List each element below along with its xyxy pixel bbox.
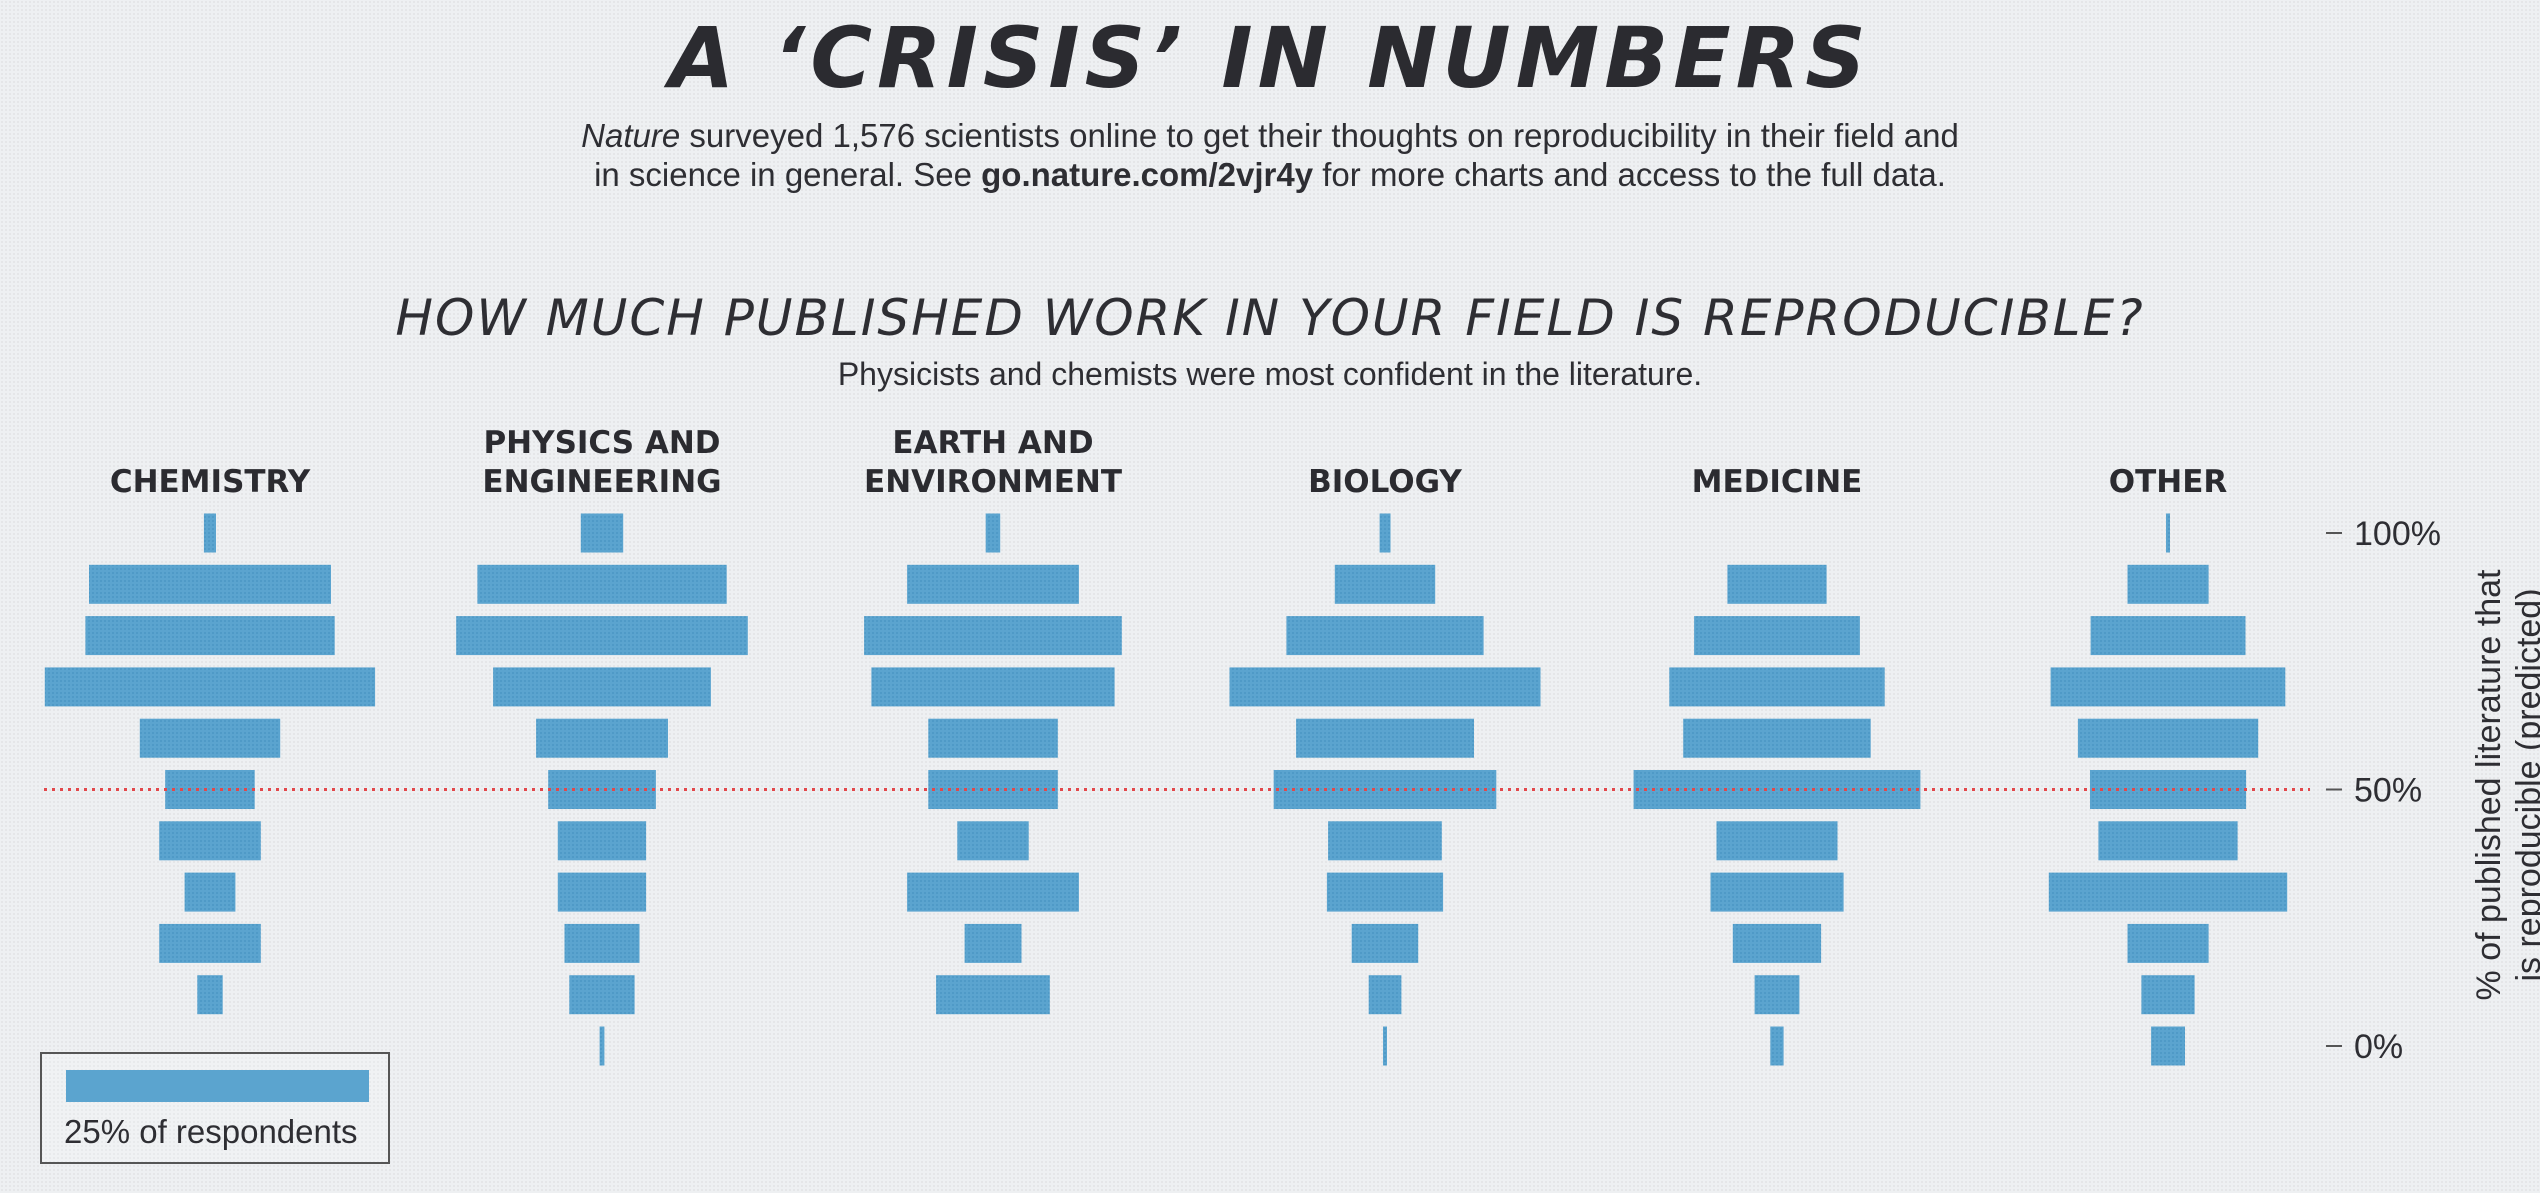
bar-physics-and-engineering-30 (557, 872, 647, 912)
bar-biology-0 (1383, 1026, 1387, 1066)
intro-journal-name: Nature (581, 117, 681, 154)
y-tick-label-50: 50% (2354, 772, 2422, 810)
bar-medicine-70 (1669, 667, 1885, 707)
bar-earth-and-environment-90 (907, 564, 1079, 604)
bar-other-20 (2127, 923, 2209, 963)
bar-other-60 (2077, 718, 2259, 758)
y-axis-label: % of published literature that is reprodu… (2470, 569, 2540, 1000)
legend-label: 25% of respondents (64, 1113, 358, 1150)
bar-earth-and-environment-70 (871, 667, 1115, 707)
bar-other-10 (2141, 975, 2195, 1015)
field-label-physics-and-engineering-line1: PHYSICS AND (483, 425, 720, 461)
intro-line1: surveyed 1,576 scientists online to get … (680, 117, 1959, 154)
bar-earth-and-environment-10 (936, 975, 1050, 1015)
field-label-chemistry: CHEMISTRY (110, 464, 311, 500)
y-tick-label-100: 100% (2354, 515, 2441, 553)
legend-bar (66, 1070, 369, 1102)
bar-other-100 (2166, 513, 2170, 553)
bar-biology-10 (1368, 975, 1402, 1015)
bar-earth-and-environment-100 (985, 513, 1001, 553)
field-label-earth-and-environment-line2: ENVIRONMENT (864, 464, 1122, 500)
bar-physics-and-engineering-100 (580, 513, 624, 553)
intro-line2-start: in science in general. See (594, 156, 982, 193)
bar-physics-and-engineering-70 (493, 667, 711, 707)
bar-biology-20 (1351, 923, 1419, 963)
bar-other-40 (2098, 821, 2238, 861)
bar-chemistry-60 (139, 718, 281, 758)
field-label-other: OTHER (2109, 464, 2228, 500)
bar-biology-70 (1229, 667, 1541, 707)
bar-biology-80 (1286, 616, 1484, 656)
bar-earth-and-environment-80 (864, 616, 1122, 656)
bar-medicine-30 (1710, 872, 1844, 912)
bar-chemistry-80 (85, 616, 335, 656)
main-title: A ‘CRISIS’ IN NUMBERS (669, 9, 1871, 107)
intro-line2-end: for more charts and access to the full d… (1313, 156, 1946, 193)
bar-other-30 (2048, 872, 2288, 912)
y-axis-label-line1: % of published literature that (2470, 569, 2508, 1000)
bar-earth-and-environment-20 (964, 923, 1022, 963)
bar-physics-and-engineering-20 (564, 923, 640, 963)
y-axis: 100% 50% 0% % of published literature that i… (44, 515, 2540, 1066)
y-tick-label-0: 0% (2354, 1028, 2403, 1066)
bar-earth-and-environment-60 (928, 718, 1058, 758)
bar-chemistry-100 (203, 513, 216, 553)
bar-physics-and-engineering-80 (456, 616, 748, 656)
bar-medicine-10 (1754, 975, 1800, 1015)
bar-biology-30 (1326, 872, 1444, 912)
bar-medicine-90 (1727, 564, 1827, 604)
bar-medicine-80 (1694, 616, 1860, 656)
legend: 25% of respondents (40, 1052, 390, 1164)
field-label-medicine: MEDICINE (1692, 464, 1863, 500)
field-label-biology: BIOLOGY (1308, 464, 1462, 500)
bar-medicine-20 (1732, 923, 1822, 963)
chart-subtitle: Physicists and chemists were most confid… (837, 356, 1703, 392)
bars-layer (44, 513, 2288, 1066)
intro-text: Nature surveyed 1,576 scientists online … (470, 116, 2070, 194)
bar-other-70 (2050, 667, 2286, 707)
field-label-earth-and-environment-line1: EARTH AND (892, 425, 1093, 461)
bar-biology-40 (1328, 821, 1442, 861)
field-label-physics-and-engineering-line2: ENGINEERING (482, 464, 721, 500)
bar-chemistry-50 (165, 770, 255, 809)
intro-link[interactable]: go.nature.com/2vjr4y (981, 156, 1314, 193)
bar-physics-and-engineering-40 (557, 821, 647, 861)
bar-medicine-60 (1683, 718, 1871, 758)
bar-other-0 (2151, 1026, 2185, 1066)
bar-chemistry-10 (197, 975, 223, 1015)
bar-biology-90 (1334, 564, 1436, 604)
bar-chemistry-40 (159, 821, 261, 861)
bar-medicine-40 (1716, 821, 1838, 861)
bar-chemistry-20 (159, 923, 261, 963)
bar-chemistry-30 (184, 872, 236, 912)
bar-physics-and-engineering-10 (569, 975, 635, 1015)
bar-physics-and-engineering-90 (477, 564, 727, 604)
bar-medicine-50 (1633, 770, 1921, 809)
y-axis-label-line2: is reproducible (predicted) (2510, 588, 2540, 981)
bar-physics-and-engineering-60 (536, 718, 668, 758)
bar-chemistry-70 (44, 667, 376, 707)
bar-other-90 (2127, 564, 2209, 604)
bar-biology-100 (1379, 513, 1391, 553)
bar-chemistry-90 (89, 564, 331, 604)
bar-medicine-0 (1770, 1026, 1784, 1066)
chart-title: HOW MUCH PUBLISHED WORK IN YOUR FIELD IS… (395, 289, 2145, 347)
bar-earth-and-environment-40 (957, 821, 1029, 861)
bar-earth-and-environment-30 (907, 872, 1079, 912)
bar-other-80 (2090, 616, 2246, 656)
bar-biology-60 (1296, 718, 1474, 758)
bar-physics-and-engineering-0 (599, 1026, 605, 1066)
